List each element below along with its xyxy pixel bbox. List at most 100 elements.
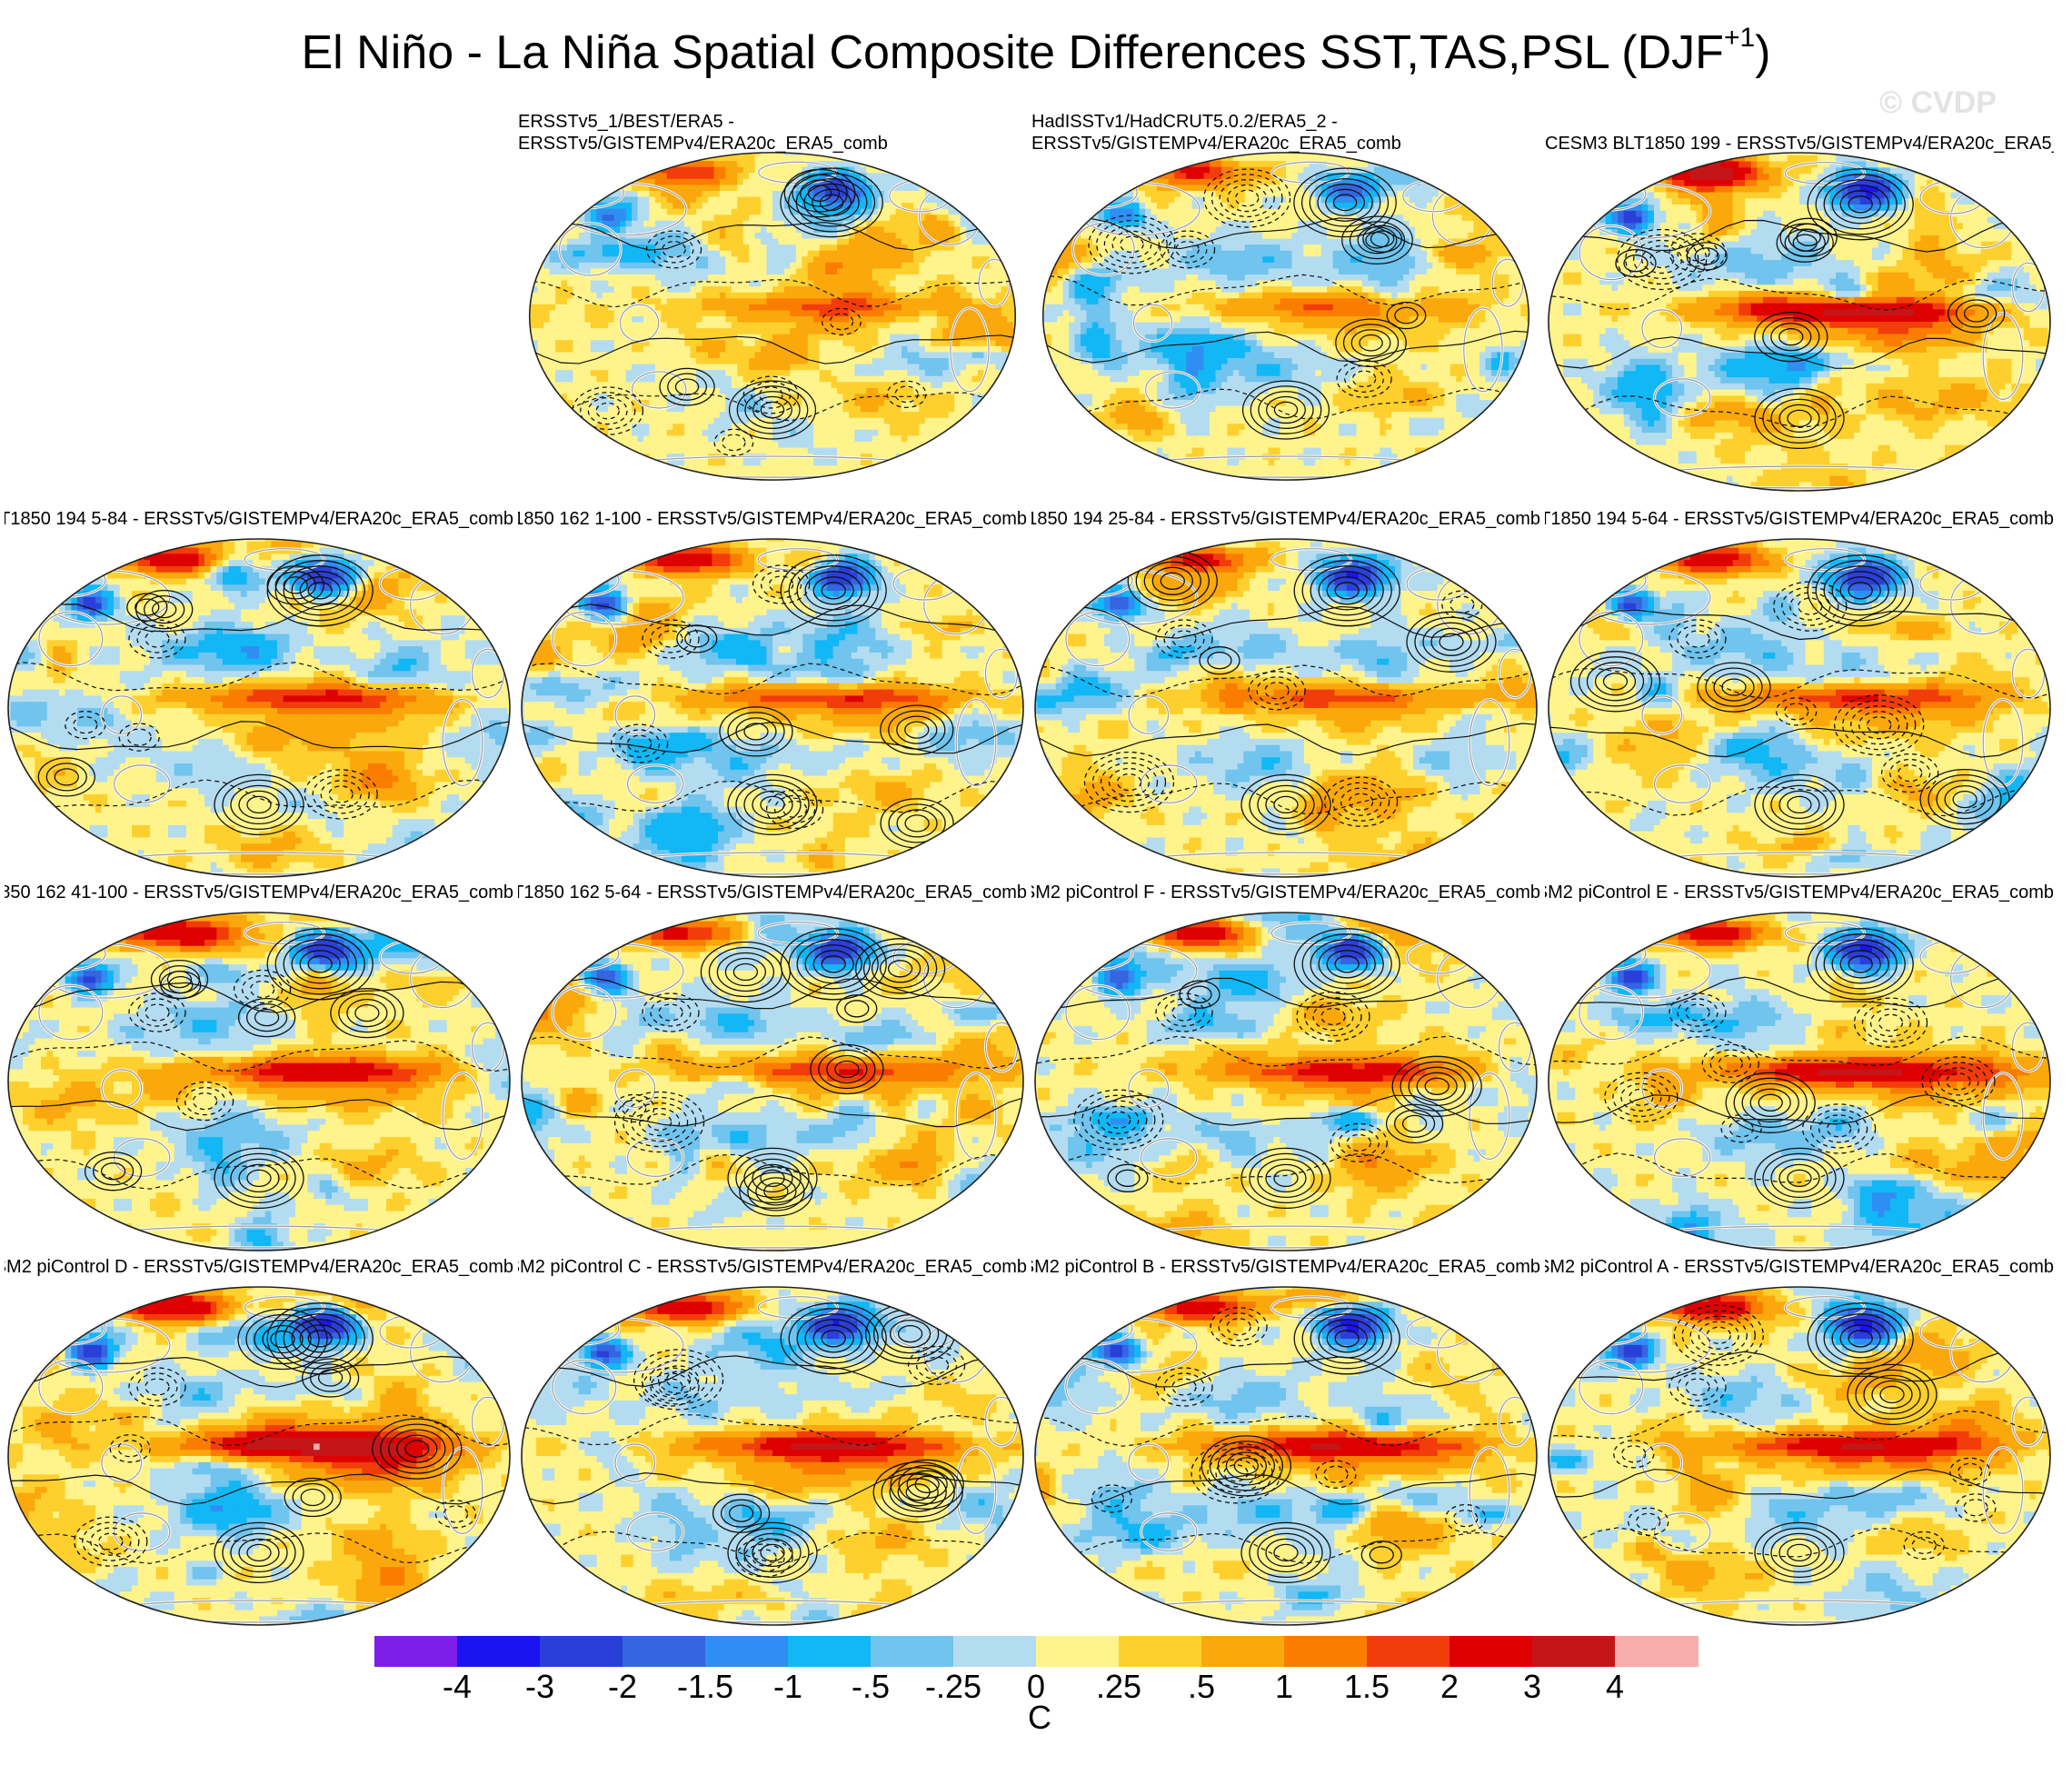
map-cell xyxy=(954,173,961,179)
map-cell xyxy=(978,239,984,245)
map-cell xyxy=(655,173,662,179)
map-cell xyxy=(649,376,655,383)
map-cell xyxy=(767,286,773,293)
map-cell xyxy=(720,281,726,287)
map-cell xyxy=(603,358,609,364)
map-cell xyxy=(990,214,996,221)
map-cell xyxy=(1075,149,1081,155)
map-cell xyxy=(532,418,538,424)
map-cell xyxy=(1007,173,1013,179)
map-cell xyxy=(702,149,709,155)
map-cell xyxy=(878,256,884,263)
map-cell xyxy=(603,167,609,174)
map-cell xyxy=(720,149,726,155)
map-cell xyxy=(720,304,726,311)
map-cell xyxy=(832,244,838,251)
map-cell xyxy=(1174,161,1180,167)
map-cell xyxy=(942,472,949,478)
map-cell xyxy=(949,149,955,155)
map-cell xyxy=(813,251,820,257)
map-cell xyxy=(884,286,891,293)
map-cell xyxy=(942,214,949,221)
map-cell xyxy=(708,304,714,311)
map-cell xyxy=(949,435,955,442)
map-cell xyxy=(608,155,614,162)
map-cell xyxy=(567,191,573,197)
map-cell xyxy=(931,454,937,460)
map-cell xyxy=(907,412,913,418)
map-cell xyxy=(878,400,884,406)
map-cell xyxy=(931,155,937,162)
map-cell xyxy=(861,281,867,287)
map-cell xyxy=(861,268,867,274)
map-cell xyxy=(573,388,579,394)
map-cell xyxy=(608,298,614,304)
map-cell xyxy=(966,316,972,323)
map-cell xyxy=(567,286,573,293)
map-cell xyxy=(884,316,891,323)
map-cell xyxy=(808,460,814,466)
map-cell xyxy=(584,281,591,287)
map-cell xyxy=(661,400,667,406)
map-cell xyxy=(573,161,579,167)
map-cell xyxy=(591,472,597,478)
map-cell xyxy=(691,149,697,155)
map-cell xyxy=(961,244,967,251)
map-cell xyxy=(761,191,767,197)
map-cell xyxy=(983,430,990,436)
map-cell xyxy=(772,328,779,334)
map-cell xyxy=(784,251,791,257)
map-cell xyxy=(1001,340,1008,346)
map-cell xyxy=(961,323,967,329)
map-cell xyxy=(543,298,550,304)
map-cell xyxy=(603,214,609,221)
map-cell xyxy=(708,323,714,329)
map-cell xyxy=(684,293,691,299)
map-cell xyxy=(696,304,702,311)
map-cell xyxy=(655,149,662,155)
map-cell xyxy=(902,328,908,334)
map-cell xyxy=(684,346,691,353)
map-cell xyxy=(961,203,967,209)
map-cell xyxy=(1274,155,1280,162)
map-cell xyxy=(896,435,902,442)
map-cell xyxy=(608,167,614,174)
map-cell xyxy=(772,281,779,287)
map-cell xyxy=(702,442,709,448)
map-cell xyxy=(990,173,996,179)
map-cell xyxy=(696,209,702,215)
map-cell xyxy=(643,394,650,400)
map-cell xyxy=(708,286,714,293)
map-cell xyxy=(555,298,562,304)
map-cell xyxy=(591,430,597,436)
map-cell xyxy=(784,286,791,293)
map-cell xyxy=(872,352,879,358)
map-cell xyxy=(672,328,679,334)
map-cell xyxy=(737,209,743,215)
map-cell xyxy=(555,214,562,221)
map-cell xyxy=(784,460,791,466)
map-cell xyxy=(813,334,820,341)
map-cell xyxy=(661,412,667,418)
map-cell xyxy=(954,286,961,293)
map-cell xyxy=(778,448,784,454)
map-cell xyxy=(1013,286,1020,293)
map-cell xyxy=(761,346,767,353)
map-cell xyxy=(1013,191,1020,197)
map-cell xyxy=(961,263,967,269)
map-cell xyxy=(720,430,726,436)
map-cell xyxy=(866,244,872,251)
map-cell xyxy=(672,203,679,209)
map-cell xyxy=(872,149,879,155)
map-cell xyxy=(643,472,650,478)
map-cell xyxy=(949,477,955,484)
map-cell xyxy=(995,214,1001,221)
map-cell xyxy=(720,286,726,293)
map-cell xyxy=(632,435,638,442)
map-cell xyxy=(720,251,726,257)
map-cell xyxy=(672,149,679,155)
map-cell xyxy=(1007,197,1013,204)
map-cell xyxy=(584,233,591,239)
map-cell xyxy=(832,233,838,239)
map-cell xyxy=(942,388,949,394)
